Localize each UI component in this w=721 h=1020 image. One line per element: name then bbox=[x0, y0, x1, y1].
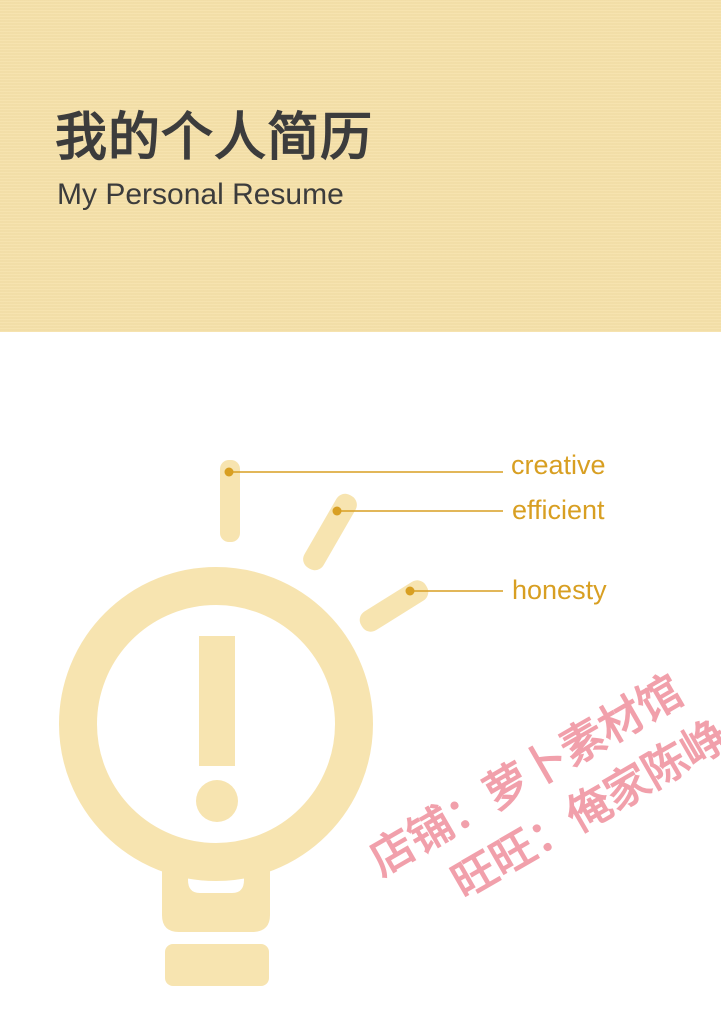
trait-label-efficient: efficient bbox=[512, 495, 605, 525]
exclamation-dot bbox=[196, 780, 238, 822]
trait-label-honesty: honesty bbox=[512, 575, 607, 605]
bulb-ring bbox=[59, 567, 373, 881]
bulb-base bbox=[165, 944, 269, 986]
connector-dot-creative bbox=[224, 467, 234, 477]
page-subtitle: My Personal Resume bbox=[57, 178, 344, 211]
ray-lower bbox=[359, 580, 429, 632]
page-title: 我的个人简历 bbox=[55, 108, 374, 168]
connector-dot-honesty bbox=[405, 586, 415, 596]
trait-label-creative: creative bbox=[511, 450, 606, 480]
ray-middle bbox=[303, 493, 357, 571]
exclamation-bar bbox=[199, 636, 235, 766]
bulb-neck bbox=[162, 840, 270, 932]
connector-dot-efficient bbox=[332, 506, 342, 516]
header-band bbox=[0, 0, 721, 332]
ray-top bbox=[220, 460, 240, 542]
